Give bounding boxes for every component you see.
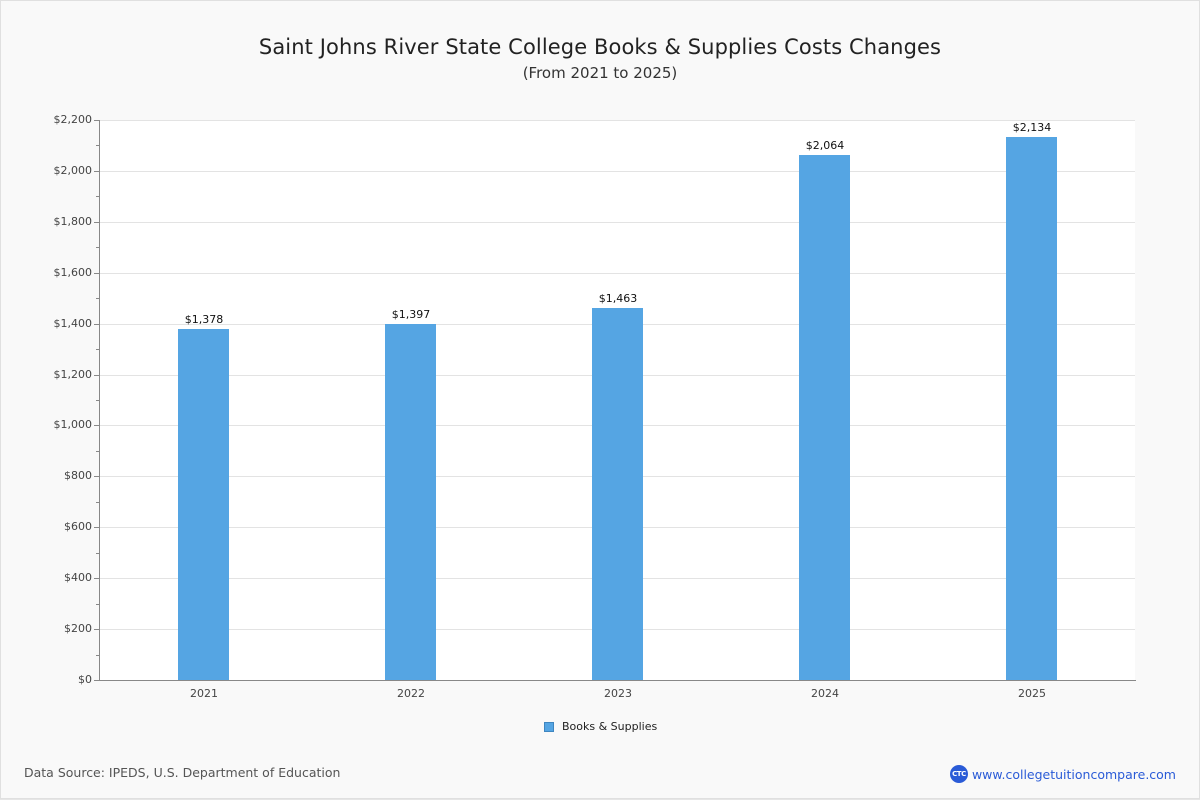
y-tick-label: $1,800 xyxy=(53,215,93,228)
y-tick xyxy=(94,629,99,630)
y-minor-tick xyxy=(96,553,99,554)
y-tick xyxy=(94,324,99,325)
bar-2023[interactable] xyxy=(592,308,643,680)
bar-value-label: $1,378 xyxy=(184,313,224,326)
brand-link[interactable]: CTC www.collegetuitioncompare.com xyxy=(949,765,1176,783)
bar-value-label: $2,064 xyxy=(805,139,845,152)
data-source-note: Data Source: IPEDS, U.S. Department of E… xyxy=(24,765,341,780)
ctc-logo-icon: CTC xyxy=(949,765,968,783)
y-tick-label: $1,000 xyxy=(53,418,93,431)
y-minor-tick xyxy=(96,655,99,656)
gridline xyxy=(100,120,1135,121)
x-axis xyxy=(99,680,1136,681)
y-minor-tick xyxy=(96,502,99,503)
y-tick xyxy=(94,375,99,376)
legend[interactable]: Books & Supplies xyxy=(544,720,657,733)
x-tick-label: 2021 xyxy=(190,687,218,700)
x-tick-label: 2024 xyxy=(811,687,839,700)
gridline xyxy=(100,170,1135,172)
y-tick-label: $200 xyxy=(64,622,92,635)
y-minor-tick xyxy=(96,349,99,350)
y-minor-tick xyxy=(96,604,99,605)
legend-label: Books & Supplies xyxy=(562,720,658,733)
y-tick-label: $400 xyxy=(64,571,92,584)
legend-swatch-books-supplies xyxy=(544,721,554,732)
chart-subtitle: (From 2021 to 2025) xyxy=(522,64,678,82)
y-minor-tick xyxy=(96,247,99,248)
bar-2022[interactable] xyxy=(385,324,436,680)
bar-2021[interactable] xyxy=(178,329,229,680)
y-tick xyxy=(94,120,99,121)
y-tick xyxy=(94,578,99,579)
bar-value-label: $2,134 xyxy=(1012,121,1052,134)
y-tick-label: $800 xyxy=(64,469,92,482)
gridline xyxy=(100,221,1135,223)
y-axis xyxy=(99,120,100,681)
y-tick xyxy=(94,425,99,426)
y-tick-label: $1,600 xyxy=(53,266,93,279)
chart-title: Saint Johns River State College Books & … xyxy=(258,35,942,59)
x-tick-label: 2023 xyxy=(604,687,632,700)
y-tick-label: $1,400 xyxy=(53,317,93,330)
y-tick-label: $2,200 xyxy=(53,113,93,126)
y-tick xyxy=(94,171,99,172)
y-tick-label: $600 xyxy=(64,520,92,533)
y-tick xyxy=(94,273,99,274)
bar-2024[interactable] xyxy=(799,155,850,680)
y-tick xyxy=(94,222,99,223)
x-tick-label: 2025 xyxy=(1018,687,1046,700)
y-minor-tick xyxy=(96,196,99,197)
y-tick xyxy=(94,680,99,681)
brand-url: www.collegetuitioncompare.com xyxy=(971,766,1176,782)
bar-2025[interactable] xyxy=(1006,137,1057,680)
y-tick-label: $1,200 xyxy=(53,368,93,381)
y-minor-tick xyxy=(96,298,99,299)
y-minor-tick xyxy=(96,451,99,452)
y-tick xyxy=(94,476,99,477)
y-minor-tick xyxy=(96,145,99,146)
y-minor-tick xyxy=(96,400,99,401)
gridline xyxy=(100,272,1135,274)
bar-value-label: $1,397 xyxy=(391,308,431,321)
y-tick-label: $0 xyxy=(78,673,92,686)
bar-value-label: $1,463 xyxy=(598,292,638,305)
y-tick-label: $2,000 xyxy=(53,164,93,177)
x-tick-label: 2022 xyxy=(397,687,425,700)
y-tick xyxy=(94,527,99,528)
